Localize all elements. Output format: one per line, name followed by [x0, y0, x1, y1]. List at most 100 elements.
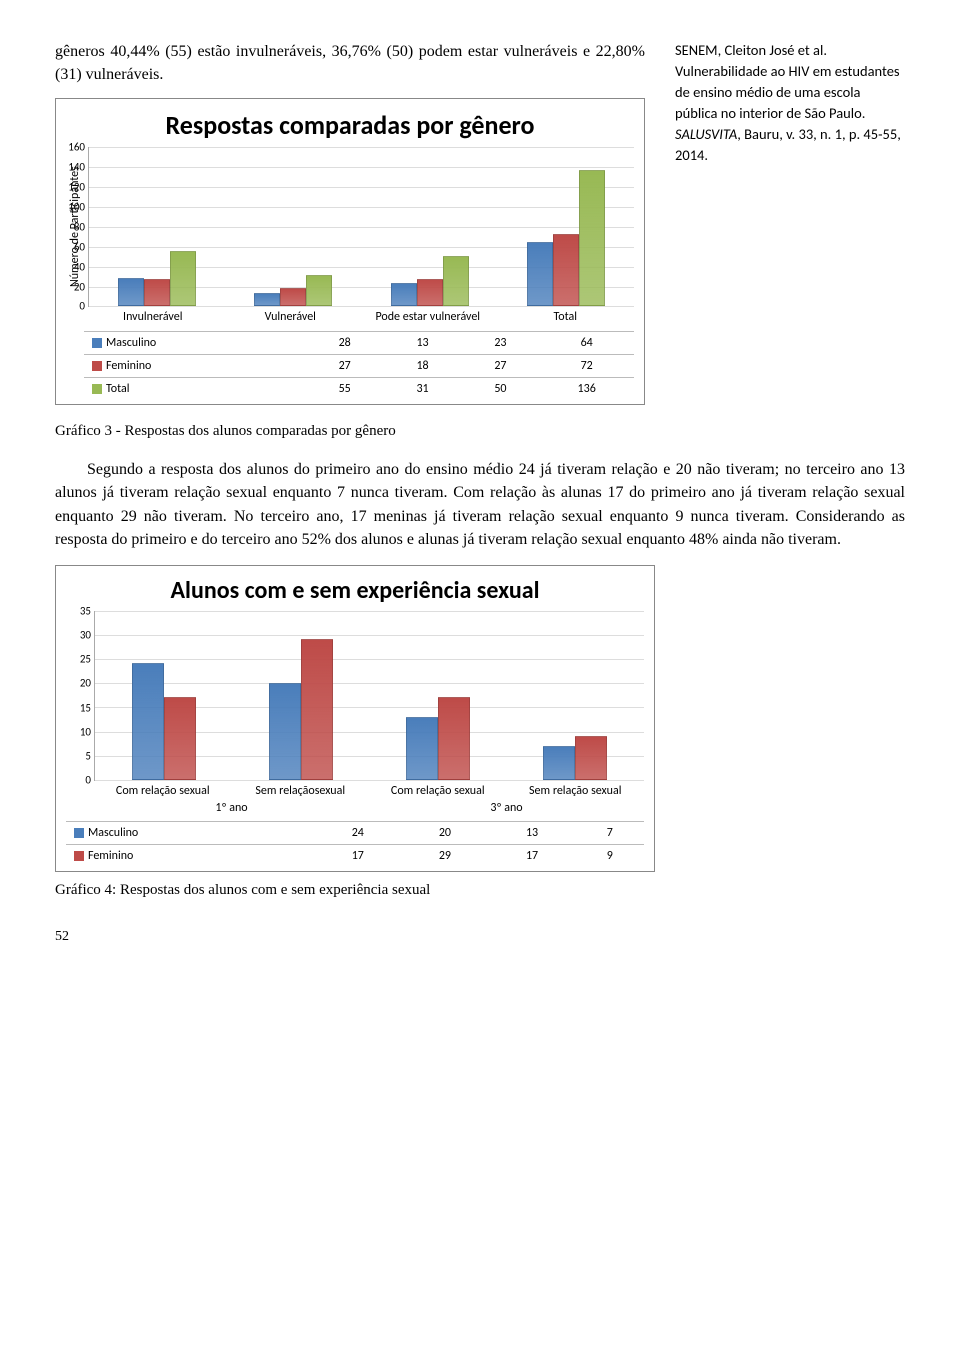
data-cell: 136 [539, 378, 634, 401]
chart-1-xlabels: InvulnerávelVulnerávelPode estar vulnerá… [84, 311, 634, 325]
chart-1-yticks: 020406080100120140160 [59, 147, 87, 306]
data-cell: 72 [539, 355, 634, 378]
y-tick-label: 120 [68, 181, 85, 194]
legend-swatch [74, 851, 84, 861]
bar-group [89, 147, 225, 306]
chart-2-yticks: 05101520253035 [65, 611, 93, 780]
series-label-cell: Total [84, 378, 306, 401]
bar-group [370, 611, 507, 780]
x-label: Total [497, 311, 635, 325]
chart-2-plot: 05101520253035 [94, 611, 644, 781]
y-tick-label: 160 [68, 141, 85, 154]
x-label: Pode estar vulnerável [359, 311, 497, 325]
bar [443, 256, 469, 306]
data-cell: 29 [401, 844, 488, 867]
y-tick-label: 40 [74, 260, 85, 273]
bar-group [362, 147, 498, 306]
y-tick-label: 140 [68, 161, 85, 174]
legend-swatch [92, 338, 102, 348]
y-tick-label: 20 [80, 677, 91, 690]
y-tick-label: 35 [80, 604, 91, 617]
x-label: Vulnerável [222, 311, 360, 325]
data-cell: 9 [576, 844, 644, 867]
chart-2-caption: Gráfico 4: Respostas dos alunos com e se… [55, 882, 905, 899]
data-cell: 17 [314, 844, 401, 867]
bar [280, 288, 306, 306]
chart-1-plot: 020406080100120140160 [88, 147, 634, 307]
x-label: Com relação sexual [94, 785, 232, 799]
x-super-label: 1º ano [94, 801, 369, 815]
intro-paragraph: gêneros 40,44% (55) estão invulneráveis,… [55, 40, 645, 86]
x-label: Invulnerável [84, 311, 222, 325]
x-super-label: 3º ano [369, 801, 644, 815]
data-cell: 17 [488, 844, 575, 867]
data-cell: 27 [306, 355, 384, 378]
bar-group [498, 147, 634, 306]
series-label-cell: Feminino [84, 355, 306, 378]
y-tick-label: 10 [80, 725, 91, 738]
gridline [95, 780, 644, 781]
bar [391, 283, 417, 306]
chart-1: Respostas comparadas por gênero Número d… [55, 98, 645, 405]
data-cell: 28 [306, 332, 384, 355]
bar [406, 717, 438, 780]
chart-2: Alunos com e sem experiência sexual 0510… [55, 565, 655, 872]
y-tick-label: 5 [85, 749, 91, 762]
bar [164, 697, 196, 780]
bar [118, 278, 144, 306]
y-tick-label: 80 [74, 220, 85, 233]
table-row: Feminino1729179 [66, 844, 644, 867]
data-cell: 24 [314, 821, 401, 844]
chart-1-table: Masculino28132364Feminino27182772Total55… [84, 331, 634, 400]
y-tick-label: 30 [80, 629, 91, 642]
page-number: 52 [55, 929, 905, 945]
bar-group [507, 611, 644, 780]
y-tick-label: 15 [80, 701, 91, 714]
bar [579, 170, 605, 306]
bar [543, 746, 575, 780]
data-cell: 13 [488, 821, 575, 844]
legend-swatch [74, 828, 84, 838]
y-tick-label: 20 [74, 280, 85, 293]
series-label-cell: Masculino [84, 332, 306, 355]
data-cell: 18 [384, 355, 462, 378]
y-tick-label: 0 [85, 773, 91, 786]
chart-1-caption: Gráfico 3 - Respostas dos alunos compara… [55, 423, 905, 440]
bar [144, 279, 170, 306]
data-cell: 27 [461, 355, 539, 378]
chart-2-table: Masculino2420137Feminino1729179 [66, 821, 644, 867]
table-row: Masculino2420137 [66, 821, 644, 844]
legend-swatch [92, 384, 102, 394]
citation-sidebar: SENEM, Cleiton José et al. Vulnerabilida… [675, 40, 905, 415]
bar [553, 234, 579, 306]
data-cell: 50 [461, 378, 539, 401]
bar [417, 279, 443, 306]
table-row: Total553150136 [84, 378, 634, 401]
data-cell: 55 [306, 378, 384, 401]
data-cell: 64 [539, 332, 634, 355]
table-row: Feminino27182772 [84, 355, 634, 378]
data-cell: 23 [461, 332, 539, 355]
chart-2-title: Alunos com e sem experiência sexual [66, 576, 644, 605]
citation-authors: SENEM, Cleiton José et al. [675, 41, 827, 59]
bar [575, 736, 607, 780]
citation-title: Vulnerabilidade ao HIV em estudantes de … [675, 62, 900, 122]
series-label-cell: Masculino [66, 821, 314, 844]
chart-2-superlabels: 1º ano3º ano [94, 801, 644, 815]
chart-2-xlabels: Com relação sexualSem relaçãosexualCom r… [94, 785, 644, 799]
bar-group [95, 611, 232, 780]
bar [132, 663, 164, 780]
y-tick-label: 60 [74, 240, 85, 253]
y-tick-label: 0 [79, 300, 85, 313]
body-paragraph: Segundo a resposta dos alunos do primeir… [55, 458, 905, 551]
gridline [89, 306, 634, 307]
x-label: Com relação sexual [369, 785, 507, 799]
bar [269, 683, 301, 780]
x-label: Sem relação sexual [507, 785, 645, 799]
chart-1-title: Respostas comparadas por gênero [66, 109, 634, 141]
series-label-cell: Feminino [66, 844, 314, 867]
data-cell: 13 [384, 332, 462, 355]
citation-journal-italic: SALUSVITA [675, 125, 737, 143]
y-tick-label: 100 [68, 201, 85, 214]
bar [170, 251, 196, 306]
